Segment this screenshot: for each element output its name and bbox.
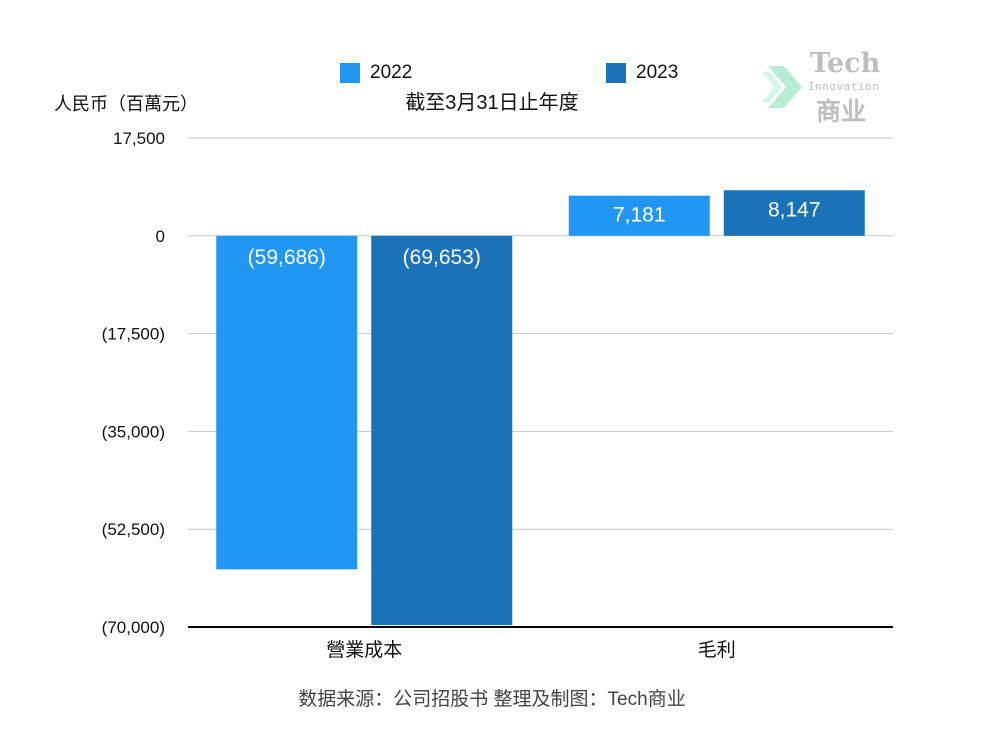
bar-2022-0 [216,235,358,570]
watermark-sub: Innovation [808,80,880,93]
data-label: (59,686) [248,246,326,269]
watermark-cn: 商业 [816,98,867,126]
legend-item-2023: 2023 [606,62,678,84]
y-tick-label: 0 [156,227,165,246]
bar-2023-1 [723,190,865,236]
legend-item-2022: 2022 [340,62,412,84]
legend-swatch-2022 [340,63,360,83]
source-note: 数据来源：公司招股书 整理及制图：Tech商业 [298,689,686,710]
x-tick-label: 毛利 [698,639,736,661]
y-tick-label: 17,500 [113,129,165,148]
y-axis-label: 人民币（百萬元） [54,94,198,114]
watermark-brand: Tech [810,48,881,79]
legend-label-2022: 2022 [370,62,413,83]
y-tick-label: (17,500) [102,325,165,344]
chart-title: 截至3月31日止年度 [405,92,579,114]
data-label: 7,181 [613,204,666,227]
data-label: (69,653) [403,246,481,269]
x-tick-label: 營業成本 [326,639,402,661]
y-tick-label: (52,500) [102,520,165,539]
bar-2022-1 [568,195,710,236]
arrow-logo-icon [762,66,802,108]
legend-label-2023: 2023 [636,62,679,83]
y-tick-label: (70,000) [102,618,165,637]
watermark-logo: Tech Innovation 商业 [762,48,892,128]
legend-swatch-2023 [606,63,626,83]
data-label: 8,147 [768,198,821,221]
y-tick-label: (35,000) [102,422,165,441]
bar-2023-0 [371,235,513,626]
